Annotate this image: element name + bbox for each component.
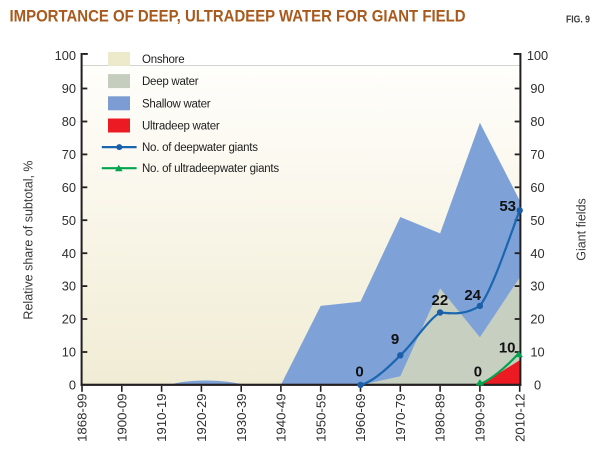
svg-text:1940-49: 1940-49 bbox=[274, 394, 289, 442]
svg-text:80: 80 bbox=[62, 114, 76, 129]
svg-text:Onshore: Onshore bbox=[142, 54, 184, 66]
svg-text:1960-69: 1960-69 bbox=[353, 394, 368, 442]
svg-text:1910-19: 1910-19 bbox=[154, 394, 169, 442]
svg-text:60: 60 bbox=[62, 180, 76, 195]
svg-text:70: 70 bbox=[62, 147, 76, 162]
svg-text:1920-29: 1920-29 bbox=[194, 394, 209, 442]
svg-text:100: 100 bbox=[55, 48, 76, 63]
svg-text:0: 0 bbox=[474, 364, 482, 381]
svg-text:20: 20 bbox=[62, 312, 76, 327]
svg-text:80: 80 bbox=[530, 114, 544, 129]
svg-text:90: 90 bbox=[530, 81, 544, 96]
svg-text:53: 53 bbox=[499, 198, 516, 215]
svg-text:1990-99: 1990-99 bbox=[473, 394, 488, 442]
svg-text:60: 60 bbox=[530, 180, 544, 195]
svg-text:Deep water: Deep water bbox=[142, 76, 199, 88]
svg-text:Giant fields: Giant fields bbox=[575, 198, 589, 261]
svg-text:9: 9 bbox=[391, 331, 399, 348]
svg-text:0: 0 bbox=[355, 364, 363, 381]
svg-text:1980-89: 1980-89 bbox=[433, 394, 448, 442]
svg-text:1900-09: 1900-09 bbox=[114, 394, 129, 442]
svg-text:1970-79: 1970-79 bbox=[393, 394, 408, 442]
svg-text:50: 50 bbox=[62, 213, 76, 228]
svg-text:1950-59: 1950-59 bbox=[313, 394, 328, 442]
svg-text:2010-12: 2010-12 bbox=[512, 394, 527, 442]
svg-text:No. of ultradeepwater giants: No. of ultradeepwater giants bbox=[142, 163, 279, 175]
svg-text:IMPORTANCE OF DEEP, ULTRADEEP: IMPORTANCE OF DEEP, ULTRADEEP WATER FOR … bbox=[10, 8, 466, 26]
svg-text:0: 0 bbox=[534, 378, 541, 393]
svg-text:24: 24 bbox=[464, 287, 481, 304]
svg-text:22: 22 bbox=[432, 292, 449, 309]
svg-text:50: 50 bbox=[530, 213, 544, 228]
svg-text:Shallow water: Shallow water bbox=[142, 98, 211, 110]
svg-text:FIG. 9: FIG. 9 bbox=[566, 15, 590, 26]
svg-text:70: 70 bbox=[530, 147, 544, 162]
svg-text:10: 10 bbox=[62, 345, 76, 360]
svg-text:40: 40 bbox=[530, 246, 544, 261]
svg-text:100: 100 bbox=[527, 48, 548, 63]
svg-text:0: 0 bbox=[69, 378, 76, 393]
svg-text:No. of deepwater giants: No. of deepwater giants bbox=[142, 142, 258, 154]
svg-text:30: 30 bbox=[62, 279, 76, 294]
svg-text:Ultradeep water: Ultradeep water bbox=[142, 121, 220, 133]
svg-text:10: 10 bbox=[499, 339, 516, 356]
svg-text:20: 20 bbox=[530, 312, 544, 327]
svg-text:10: 10 bbox=[530, 345, 544, 360]
svg-text:Relative share of subtotal, %: Relative share of subtotal, % bbox=[22, 160, 36, 319]
svg-text:1930-39: 1930-39 bbox=[234, 394, 249, 442]
svg-text:40: 40 bbox=[62, 246, 76, 261]
svg-text:30: 30 bbox=[530, 279, 544, 294]
svg-text:1868-99: 1868-99 bbox=[75, 394, 90, 442]
svg-text:90: 90 bbox=[62, 81, 76, 96]
